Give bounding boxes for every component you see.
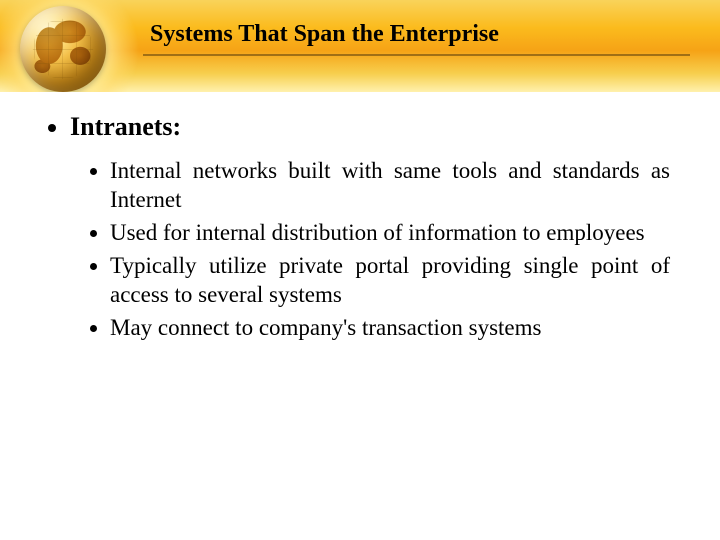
slide-title: Systems That Span the Enterprise	[150, 21, 690, 48]
globe-icon	[6, 0, 124, 92]
list-item: May connect to company's transaction sys…	[110, 313, 674, 342]
slide-body: Intranets: Internal networks built with …	[0, 92, 720, 540]
section-heading: Intranets: Internal networks built with …	[70, 112, 674, 342]
list-item: Typically utilize private portal providi…	[110, 251, 674, 309]
title-underline	[143, 54, 690, 56]
section-heading-text: Intranets:	[70, 112, 181, 141]
list-item: Internal networks built with same tools …	[110, 156, 674, 214]
slide-header: Systems That Span the Enterprise	[0, 0, 720, 92]
list-item: Used for internal distribution of inform…	[110, 218, 674, 247]
bullet-list: Internal networks built with same tools …	[70, 156, 674, 342]
